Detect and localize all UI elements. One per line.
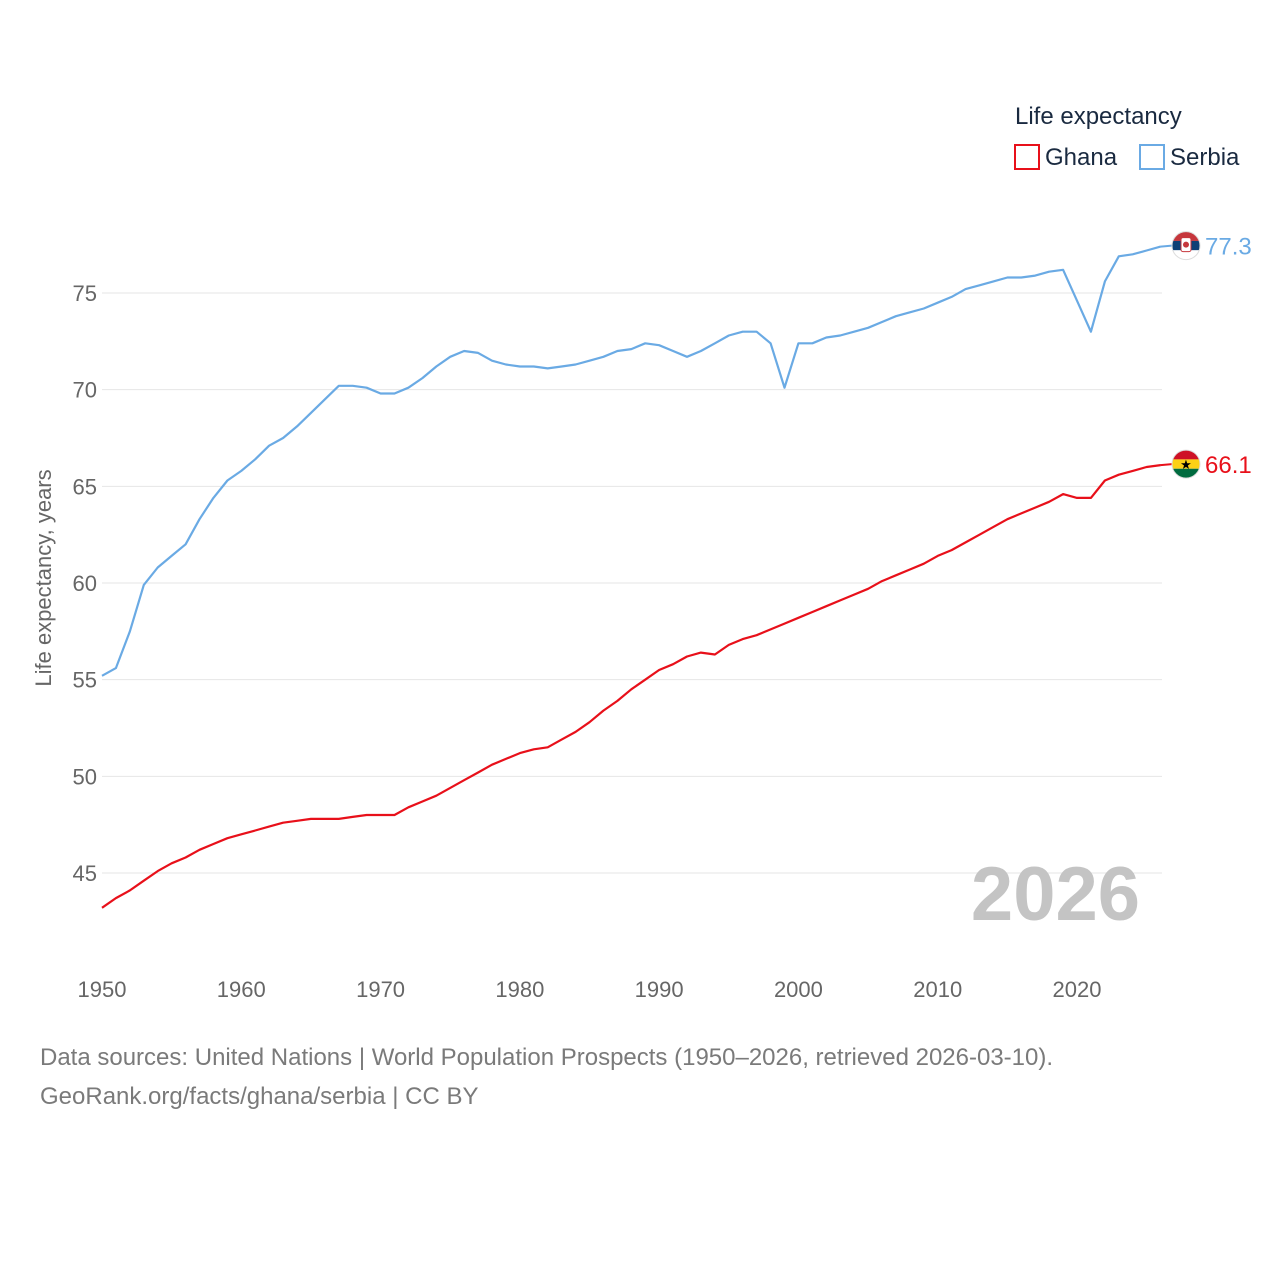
legend-swatch-ghana xyxy=(1014,144,1040,170)
ghana-flag-icon: ★ xyxy=(1171,449,1201,479)
y-tick-label: 60 xyxy=(73,571,97,596)
legend-item-ghana[interactable]: Ghana xyxy=(1014,144,1118,171)
series-end-markers: ★ 66.1 77.3 xyxy=(1160,231,1252,479)
y-axis-title: Life expectancy, years xyxy=(31,469,56,686)
svg-text:★: ★ xyxy=(1180,457,1192,472)
x-tick-label: 1980 xyxy=(495,977,544,1002)
legend-swatch-serbia xyxy=(1139,144,1165,170)
legend-title: Life expectancy xyxy=(1015,103,1182,130)
y-tick-label: 65 xyxy=(73,474,97,499)
end-connector-serbia xyxy=(1160,244,1173,248)
credit-link[interactable]: GeoRank.org/facts/ghana/serbia | CC BY xyxy=(40,1083,479,1110)
series-lines xyxy=(101,245,1161,909)
data-sources-note: Data sources: United Nations | World Pop… xyxy=(40,1044,1054,1071)
y-tick-label: 55 xyxy=(73,668,97,693)
x-tick-label: 2010 xyxy=(913,977,962,1002)
end-connector-ghana xyxy=(1160,463,1173,467)
series-line-ghana xyxy=(101,464,1161,909)
serbia-flag-icon xyxy=(1171,231,1201,261)
x-tick-label: 2020 xyxy=(1053,977,1102,1002)
x-tick-label: 2000 xyxy=(774,977,823,1002)
end-value-serbia: 77.3 xyxy=(1205,234,1252,261)
y-tick-label: 50 xyxy=(73,764,97,789)
series-line-serbia xyxy=(101,245,1161,677)
legend-label-serbia: Serbia xyxy=(1170,144,1240,171)
y-tick-label: 75 xyxy=(73,281,97,306)
x-tick-label: 1950 xyxy=(78,977,127,1002)
legend: Life expectancy Ghana Serbia xyxy=(1014,103,1240,171)
x-tick-label: 1970 xyxy=(356,977,405,1002)
y-tick-label: 70 xyxy=(73,378,97,403)
y-tick-label: 45 xyxy=(73,861,97,886)
legend-label-ghana: Ghana xyxy=(1045,144,1118,171)
x-axis-ticks: 1950 1960 1970 1980 1990 2000 2010 2020 xyxy=(78,977,1102,1002)
line-chart: 45 50 55 60 65 70 75 1950 1960 1970 1980 1990 2000 2… xyxy=(31,103,1252,1002)
x-tick-label: 1990 xyxy=(635,977,684,1002)
gridlines xyxy=(102,292,1162,874)
y-axis-ticks: 45 50 55 60 65 70 75 xyxy=(73,281,97,886)
current-year-label: 2026 xyxy=(971,852,1140,937)
end-value-ghana: 66.1 xyxy=(1205,452,1252,479)
legend-item-serbia[interactable]: Serbia xyxy=(1139,144,1240,171)
x-tick-label: 1960 xyxy=(217,977,266,1002)
